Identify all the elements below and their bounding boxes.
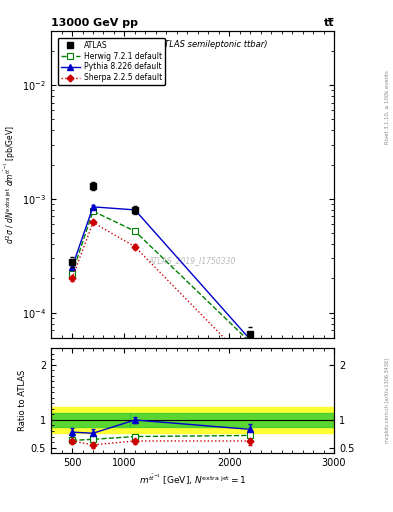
Text: ATLAS_2019_I1750330: ATLAS_2019_I1750330	[149, 257, 236, 266]
Text: tt̅: tt̅	[323, 18, 334, 28]
Text: Rivet 3.1.10, ≥ 100k events: Rivet 3.1.10, ≥ 100k events	[385, 71, 389, 144]
Y-axis label: $d^2\sigma\ /\ dN^{\rm extra\ jet}\ dm^{t\bar{t}^{-1}}$ [pb/GeV]: $d^2\sigma\ /\ dN^{\rm extra\ jet}\ dm^{…	[2, 125, 18, 244]
Text: m(ttbar) (ATLAS semileptonic ttbar): m(ttbar) (ATLAS semileptonic ttbar)	[118, 40, 267, 49]
Text: mcplots.cern.ch [arXiv:1306.3436]: mcplots.cern.ch [arXiv:1306.3436]	[385, 358, 389, 443]
Legend: ATLAS, Herwig 7.2.1 default, Pythia 8.226 default, Sherpa 2.2.5 default: ATLAS, Herwig 7.2.1 default, Pythia 8.22…	[58, 37, 165, 86]
Text: 13000 GeV pp: 13000 GeV pp	[51, 18, 138, 28]
X-axis label: $m^{t\bar{t}^{-1}}$ [GeV], $N^{\rm extra\ jet}=1$: $m^{t\bar{t}^{-1}}$ [GeV], $N^{\rm extra…	[139, 472, 246, 487]
Y-axis label: Ratio to ATLAS: Ratio to ATLAS	[18, 370, 27, 431]
